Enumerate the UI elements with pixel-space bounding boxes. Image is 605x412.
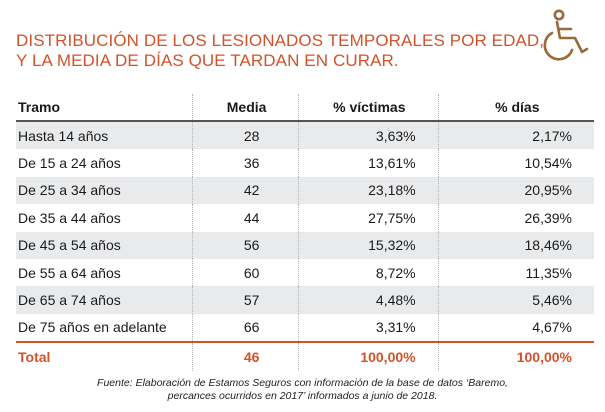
source-note: Fuente: Elaboración de Estamos Seguros c…: [0, 377, 605, 403]
cell-media: 44: [192, 204, 300, 232]
cell-tramo: Hasta 14 años: [16, 121, 194, 150]
total-tramo: Total: [16, 341, 194, 371]
cell-tramo: De 65 a 74 años: [16, 286, 194, 314]
cell-media: 36: [192, 149, 300, 177]
cell-victimas: 8,72%: [298, 258, 439, 287]
header-dias: % días: [438, 94, 594, 122]
total-media: 46: [192, 341, 300, 371]
table-row: De 55 a 64 años 60 8,72% 11,35%: [16, 258, 594, 287]
header-tramo: Tramo: [16, 94, 194, 122]
cell-dias: 2,17%: [438, 121, 594, 150]
header-media: Media: [192, 94, 300, 122]
cell-victimas: 4,48%: [298, 286, 439, 314]
cell-tramo: De 15 a 24 años: [16, 149, 194, 177]
cell-dias: 4,67%: [438, 313, 594, 343]
title-line-2: Y LA MEDIA DE DÍAS QUE TARDAN EN CURAR.: [16, 51, 399, 70]
table-row: De 15 a 24 años 36 13,61% 10,54%: [16, 149, 594, 177]
cell-dias: 18,46%: [438, 231, 594, 259]
total-victimas: 100,00%: [298, 341, 439, 371]
cell-dias: 11,35%: [438, 258, 594, 287]
table-row: Hasta 14 años 28 3,63% 2,17%: [16, 121, 594, 150]
header-victimas: % víctimas: [298, 94, 439, 122]
cell-media: 42: [192, 176, 300, 205]
cell-media: 60: [192, 258, 300, 287]
cell-victimas: 27,75%: [298, 204, 439, 232]
cell-victimas: 15,32%: [298, 231, 439, 259]
data-table: Tramo Media % víctimas % días Hasta 14 a…: [16, 94, 594, 371]
table-row: De 35 a 44 años 44 27,75% 26,39%: [16, 204, 594, 232]
table-row: De 25 a 34 años 42 23,18% 20,95%: [16, 176, 594, 205]
cell-victimas: 3,31%: [298, 313, 439, 343]
total-dias: 100,00%: [438, 341, 594, 371]
wheelchair-icon: [543, 9, 589, 61]
cell-media: 66: [192, 313, 300, 343]
source-line-2: percances ocurridos en 2017’ informados …: [167, 390, 438, 402]
cell-media: 57: [192, 286, 300, 314]
page-title: DISTRIBUCIÓN DE LOS LESIONADOS TEMPORALE…: [16, 31, 545, 71]
table-row: De 65 a 74 años 57 4,48% 5,46%: [16, 286, 594, 314]
source-line-1: Fuente: Elaboración de Estamos Seguros c…: [97, 377, 508, 389]
cell-media: 56: [192, 231, 300, 259]
cell-tramo: De 25 a 34 años: [16, 176, 194, 205]
table-header-row: Tramo Media % víctimas % días: [16, 94, 594, 122]
cell-media: 28: [192, 121, 300, 150]
cell-dias: 20,95%: [438, 176, 594, 205]
cell-dias: 5,46%: [438, 286, 594, 314]
cell-tramo: De 45 a 54 años: [16, 231, 194, 259]
cell-tramo: De 75 años en adelante: [16, 313, 194, 343]
title-line-1: DISTRIBUCIÓN DE LOS LESIONADOS TEMPORALE…: [16, 31, 545, 50]
cell-victimas: 3,63%: [298, 121, 439, 150]
cell-dias: 10,54%: [438, 149, 594, 177]
cell-tramo: De 55 a 64 años: [16, 258, 194, 287]
cell-victimas: 23,18%: [298, 176, 439, 205]
table-row: De 45 a 54 años 56 15,32% 18,46%: [16, 231, 594, 259]
cell-tramo: De 35 a 44 años: [16, 204, 194, 232]
table-total-row: Total 46 100,00% 100,00%: [16, 341, 594, 371]
cell-victimas: 13,61%: [298, 149, 439, 177]
cell-dias: 26,39%: [438, 204, 594, 232]
table-row: De 75 años en adelante 66 3,31% 4,67%: [16, 313, 594, 343]
